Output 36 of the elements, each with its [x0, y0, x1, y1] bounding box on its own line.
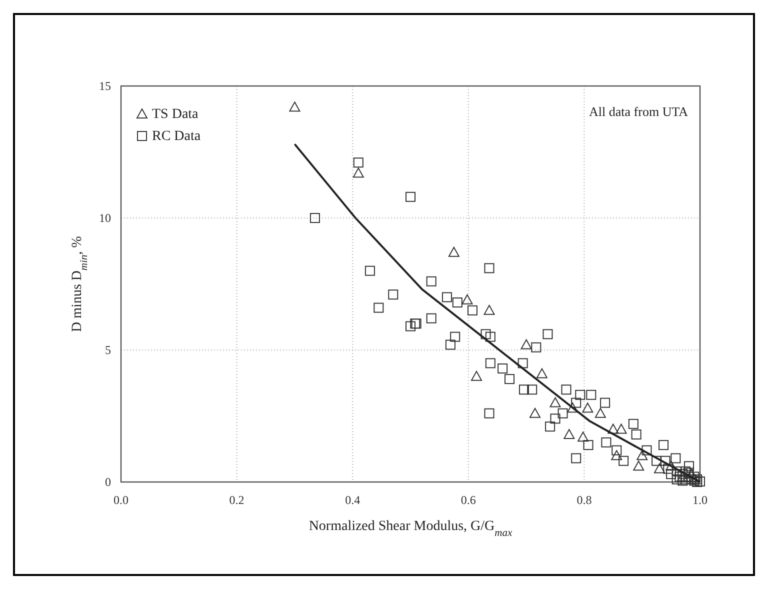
x-axis-title: Normalized Shear Modulus, G/G$_{max}$	[308, 519, 513, 538]
point	[564, 428, 575, 439]
point	[578, 432, 589, 442]
y-tick-label: 15	[99, 79, 111, 93]
point	[471, 370, 482, 381]
point	[550, 397, 561, 408]
x-tick-label: 0.2	[229, 493, 244, 507]
point	[352, 168, 364, 178]
point	[484, 304, 495, 315]
point	[608, 424, 619, 434]
x-tick-label: 0.4	[345, 493, 360, 507]
point	[520, 339, 532, 350]
point	[594, 408, 606, 418]
legend-label: TS Data	[152, 107, 200, 122]
point	[567, 402, 578, 413]
x-tick-label: 0.8	[576, 493, 592, 507]
y-tick-label: 10	[99, 211, 111, 225]
x-tick-label: 1.0	[692, 493, 708, 507]
point	[582, 402, 594, 413]
legend-label: RC Data	[152, 129, 202, 144]
point	[462, 294, 473, 304]
point	[448, 246, 460, 257]
point	[633, 460, 644, 471]
y-tick-label: 0	[105, 475, 111, 489]
point	[636, 450, 648, 460]
point	[666, 460, 677, 471]
point	[611, 450, 622, 460]
y-tick-label: 5	[105, 343, 111, 357]
x-tick-label: 0.0	[114, 493, 128, 507]
point	[654, 463, 665, 474]
point	[616, 424, 627, 434]
annotation: All data from UTA	[589, 104, 689, 119]
point	[536, 368, 548, 378]
x-tick-label: 0.6	[460, 493, 476, 507]
point	[289, 102, 300, 112]
point	[529, 408, 540, 418]
